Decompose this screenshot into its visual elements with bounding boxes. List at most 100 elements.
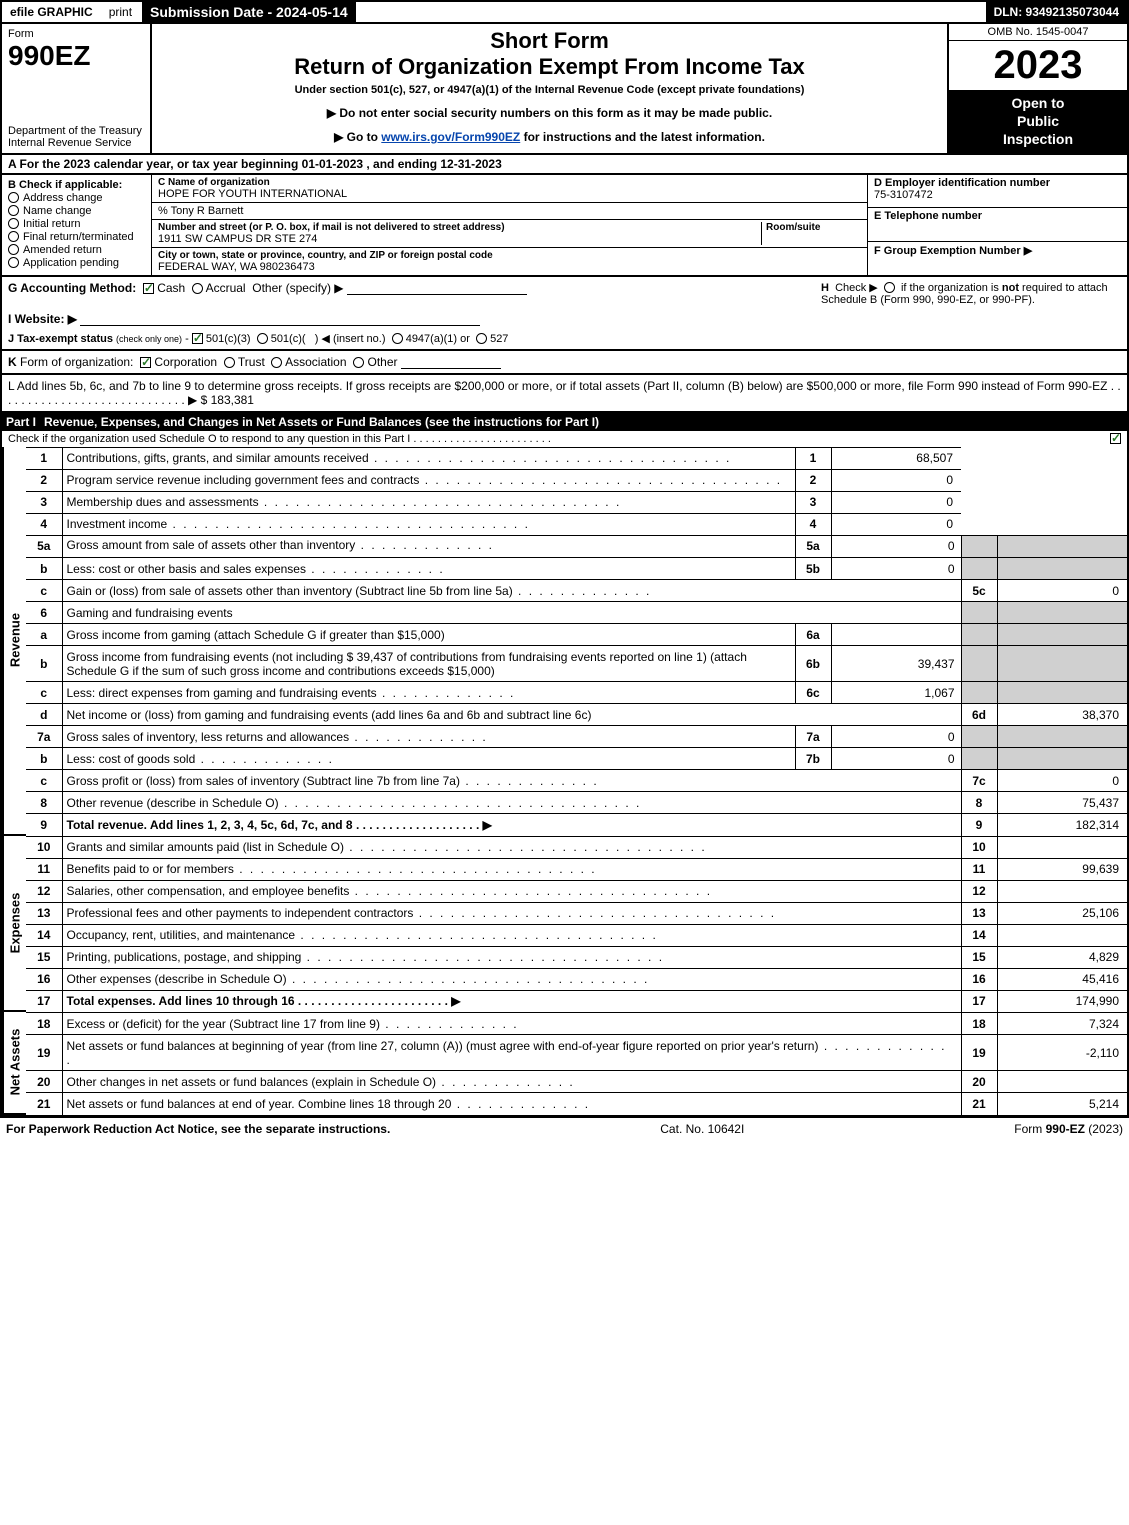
- dln-label: DLN: 93492135073044: [986, 2, 1127, 22]
- instr2-post: for instructions and the latest informat…: [520, 130, 765, 144]
- chk-assoc[interactable]: [271, 357, 282, 368]
- tel-label: E Telephone number: [874, 210, 1121, 222]
- chk-amended-return[interactable]: Amended return: [8, 244, 145, 256]
- line-15: 15Printing, publications, postage, and s…: [26, 946, 1127, 968]
- city: FEDERAL WAY, WA 980236473: [158, 261, 861, 273]
- line-6c: cLess: direct expenses from gaming and f…: [26, 682, 1127, 704]
- line-1: 1Contributions, gifts, grants, and simil…: [26, 447, 1127, 469]
- city-label: City or town, state or province, country…: [158, 250, 861, 261]
- header-left: Form 990EZ Department of the Treasury In…: [2, 24, 152, 153]
- line-18: 18Excess or (deficit) for the year (Subt…: [26, 1013, 1127, 1035]
- chk-address-change[interactable]: Address change: [8, 192, 145, 204]
- topbar-spacer: [358, 2, 986, 22]
- org-name-row: C Name of organization HOPE FOR YOUTH IN…: [152, 175, 867, 203]
- chk-schedule-b[interactable]: [884, 282, 895, 293]
- room-label: Room/suite: [766, 222, 861, 233]
- line-7a: 7aGross sales of inventory, less returns…: [26, 726, 1127, 748]
- chk-schedule-o[interactable]: [1110, 433, 1121, 444]
- line-16: 16Other expenses (describe in Schedule O…: [26, 968, 1127, 990]
- line-8: 8Other revenue (describe in Schedule O)8…: [26, 792, 1127, 814]
- section-bcdef: B Check if applicable: Address change Na…: [0, 175, 1129, 277]
- revenue-label: Revenue: [8, 613, 23, 667]
- chk-application-pending[interactable]: Application pending: [8, 257, 145, 269]
- chk-527[interactable]: [476, 333, 487, 344]
- group-label: F Group Exemption Number ▶: [874, 244, 1121, 257]
- ein-row: D Employer identification number 75-3107…: [868, 175, 1127, 209]
- chk-501c[interactable]: [257, 333, 268, 344]
- accrual-label: Accrual: [206, 281, 246, 295]
- care-of: % Tony R Barnett: [158, 205, 861, 217]
- ein-value: 75-3107472: [874, 189, 1121, 201]
- other-org-line: [401, 355, 501, 369]
- row-k: K Form of organization: Corporation Trus…: [0, 351, 1129, 375]
- line-6a: aGross income from gaming (attach Schedu…: [26, 624, 1127, 646]
- other-label: Other (specify) ▶: [252, 281, 343, 295]
- row-h: H Check ▶ if the organization is not req…: [821, 281, 1121, 306]
- box-def: D Employer identification number 75-3107…: [867, 175, 1127, 275]
- chk-final-return[interactable]: Final return/terminated: [8, 231, 145, 243]
- part-1-num: Part I: [6, 415, 36, 429]
- part-1-header: Part I Revenue, Expenses, and Changes in…: [0, 413, 1129, 431]
- cash-label: Cash: [157, 281, 185, 295]
- revenue-table: 1Contributions, gifts, grants, and simil…: [26, 447, 1127, 836]
- box-c: C Name of organization HOPE FOR YOUTH IN…: [152, 175, 867, 275]
- chk-label-name: Name change: [23, 205, 92, 217]
- expenses-label: Expenses: [8, 892, 23, 953]
- chk-corp[interactable]: [140, 357, 151, 368]
- netassets-side-label: Net Assets: [2, 1012, 26, 1115]
- line-21: 21Net assets or fund balances at end of …: [26, 1093, 1127, 1115]
- expenses-table: 10Grants and similar amounts paid (list …: [26, 836, 1127, 1013]
- line-6: 6Gaming and fundraising events: [26, 602, 1127, 624]
- group-row: F Group Exemption Number ▶: [868, 242, 1127, 275]
- department-label: Department of the Treasury Internal Reve…: [8, 117, 144, 149]
- instr2-pre: ▶ Go to: [334, 130, 381, 144]
- line-17: 17Total expenses. Add lines 10 through 1…: [26, 990, 1127, 1012]
- part-1-check: Check if the organization used Schedule …: [2, 431, 1127, 447]
- under-section: Under section 501(c), 527, or 4947(a)(1)…: [295, 84, 805, 96]
- line-4: 4Investment income40: [26, 513, 1127, 535]
- line-10: 10Grants and similar amounts paid (list …: [26, 836, 1127, 858]
- line-5c: cGain or (loss) from sale of assets othe…: [26, 580, 1127, 602]
- website-line: [80, 312, 480, 326]
- footer-center: Cat. No. 10642I: [660, 1122, 744, 1136]
- line-14: 14Occupancy, rent, utilities, and mainte…: [26, 924, 1127, 946]
- line-6d: dNet income or (loss) from gaming and fu…: [26, 704, 1127, 726]
- chk-other-org[interactable]: [353, 357, 364, 368]
- street-label: Number and street (or P. O. box, if mail…: [158, 222, 761, 233]
- box-b: B Check if applicable: Address change Na…: [2, 175, 152, 275]
- revenue-side-label: Revenue: [2, 447, 26, 836]
- chk-name-change[interactable]: Name change: [8, 205, 145, 217]
- chk-label-pending: Application pending: [23, 257, 119, 269]
- page-footer: For Paperwork Reduction Act Notice, see …: [0, 1117, 1129, 1140]
- ein-label: D Employer identification number: [874, 177, 1121, 189]
- chk-accrual[interactable]: [192, 283, 203, 294]
- chk-initial-return[interactable]: Initial return: [8, 218, 145, 230]
- footer-right: Form 990-EZ (2023): [1014, 1122, 1123, 1136]
- footer-left: For Paperwork Reduction Act Notice, see …: [6, 1122, 390, 1136]
- chk-4947[interactable]: [392, 333, 403, 344]
- tax-year: 2023: [949, 41, 1127, 90]
- part-1-body: Check if the organization used Schedule …: [0, 431, 1129, 1117]
- netassets-table: 18Excess or (deficit) for the year (Subt…: [26, 1012, 1127, 1115]
- chk-cash[interactable]: [143, 283, 154, 294]
- org-name: HOPE FOR YOUTH INTERNATIONAL: [158, 188, 861, 200]
- print-button[interactable]: print: [101, 2, 140, 22]
- line-11: 11Benefits paid to or for members1199,63…: [26, 858, 1127, 880]
- submission-date: Submission Date - 2024-05-14: [140, 2, 358, 22]
- instruction-1: ▶ Do not enter social security numbers o…: [327, 106, 772, 120]
- row-l: L Add lines 5b, 6c, and 7b to line 9 to …: [0, 375, 1129, 413]
- row-i: I Website: ▶: [8, 312, 1121, 326]
- row-j: J Tax-exempt status (check only one) - 5…: [8, 332, 1121, 345]
- instruction-2: ▶ Go to www.irs.gov/Form990EZ for instru…: [334, 130, 765, 144]
- line-20: 20Other changes in net assets or fund ba…: [26, 1071, 1127, 1093]
- line-12: 12Salaries, other compensation, and empl…: [26, 880, 1127, 902]
- chk-label-address: Address change: [23, 192, 103, 204]
- irs-link[interactable]: www.irs.gov/Form990EZ: [381, 130, 520, 144]
- line-7b: bLess: cost of goods sold7b0: [26, 748, 1127, 770]
- form-title: Return of Organization Exempt From Incom…: [294, 54, 805, 80]
- line-3: 3Membership dues and assessments30: [26, 491, 1127, 513]
- city-row: City or town, state or province, country…: [152, 248, 867, 275]
- chk-trust[interactable]: [224, 357, 235, 368]
- short-form-label: Short Form: [490, 28, 609, 54]
- chk-501c3[interactable]: [192, 333, 203, 344]
